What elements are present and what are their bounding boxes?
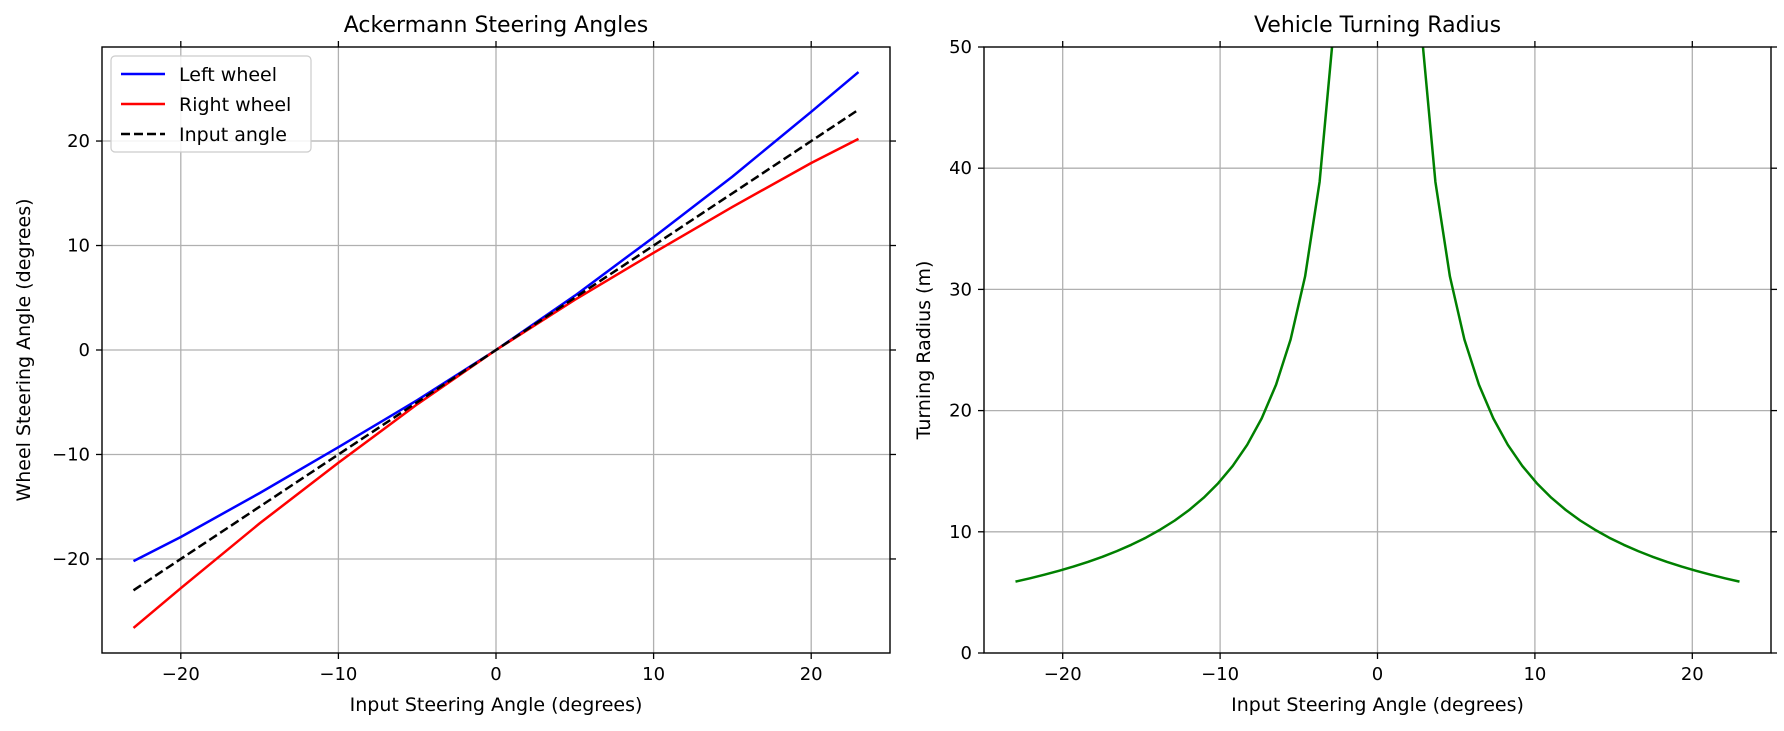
y-tick-label: 20 bbox=[67, 131, 90, 152]
y-axis-label: Turning Radius (m) bbox=[913, 261, 935, 441]
x-axis-label: Input Steering Angle (degrees) bbox=[350, 694, 643, 716]
x-tick-label: 0 bbox=[1372, 664, 1383, 685]
x-tick-label: −20 bbox=[1044, 664, 1082, 685]
x-tick-label: −20 bbox=[162, 664, 200, 685]
steering-angles-chart: Ackermann Steering Angles −20 −10 0 10 20−20… bbox=[13, 13, 896, 716]
legend: Left wheel Right wheel Input angle bbox=[110, 55, 312, 153]
y-tick-label: −10 bbox=[52, 444, 90, 465]
x-tick-label: 10 bbox=[1523, 664, 1546, 685]
x-tick-label: −10 bbox=[319, 664, 357, 685]
chart-title: Ackermann Steering Angles bbox=[344, 13, 649, 38]
turning-radius-chart: Vehicle Turning Radius −20 −10 0 10 20 0 10 20 3… bbox=[913, 13, 1777, 716]
y-tick-label: 10 bbox=[67, 236, 90, 257]
grid-lines bbox=[984, 47, 1771, 653]
series-lines bbox=[132, 71, 860, 629]
y-tick-label: 30 bbox=[949, 279, 972, 300]
legend-label-input-angle: Input angle bbox=[179, 124, 287, 146]
grid-lines bbox=[102, 47, 890, 653]
y-tick-label: 0 bbox=[79, 340, 90, 361]
x-tick-label: 20 bbox=[800, 664, 823, 685]
x-tick-label: 10 bbox=[642, 664, 665, 685]
chart-title: Vehicle Turning Radius bbox=[1254, 13, 1501, 38]
x-tick-label: 20 bbox=[1681, 664, 1704, 685]
y-tick-label: 20 bbox=[949, 401, 972, 422]
tick-marks: −20 −10 0 10 20 0 10 20 30 40 50 bbox=[949, 37, 1777, 685]
y-tick-label: 0 bbox=[961, 643, 972, 664]
legend-label-left-wheel: Left wheel bbox=[179, 64, 277, 86]
x-tick-label: 0 bbox=[490, 664, 501, 685]
legend-label-right-wheel: Right wheel bbox=[179, 94, 291, 116]
x-axis-label: Input Steering Angle (degrees) bbox=[1231, 694, 1524, 716]
turning-radius-line-right bbox=[1421, 47, 1740, 583]
y-tick-label: 40 bbox=[949, 158, 972, 179]
x-tick-label: −10 bbox=[1201, 664, 1239, 685]
input-angle-line bbox=[132, 108, 860, 592]
turning-radius-line-left bbox=[1015, 47, 1334, 583]
series-lines bbox=[1015, 47, 1740, 583]
y-tick-label: 10 bbox=[949, 522, 972, 543]
legend-box bbox=[110, 55, 312, 153]
y-axis-label: Wheel Steering Angle (degrees) bbox=[13, 198, 35, 501]
tick-marks: −20 −10 0 10 20 −20 −10 0 10 20 bbox=[52, 41, 896, 685]
y-tick-label: 50 bbox=[949, 37, 972, 58]
y-tick-label: −20 bbox=[52, 549, 90, 570]
